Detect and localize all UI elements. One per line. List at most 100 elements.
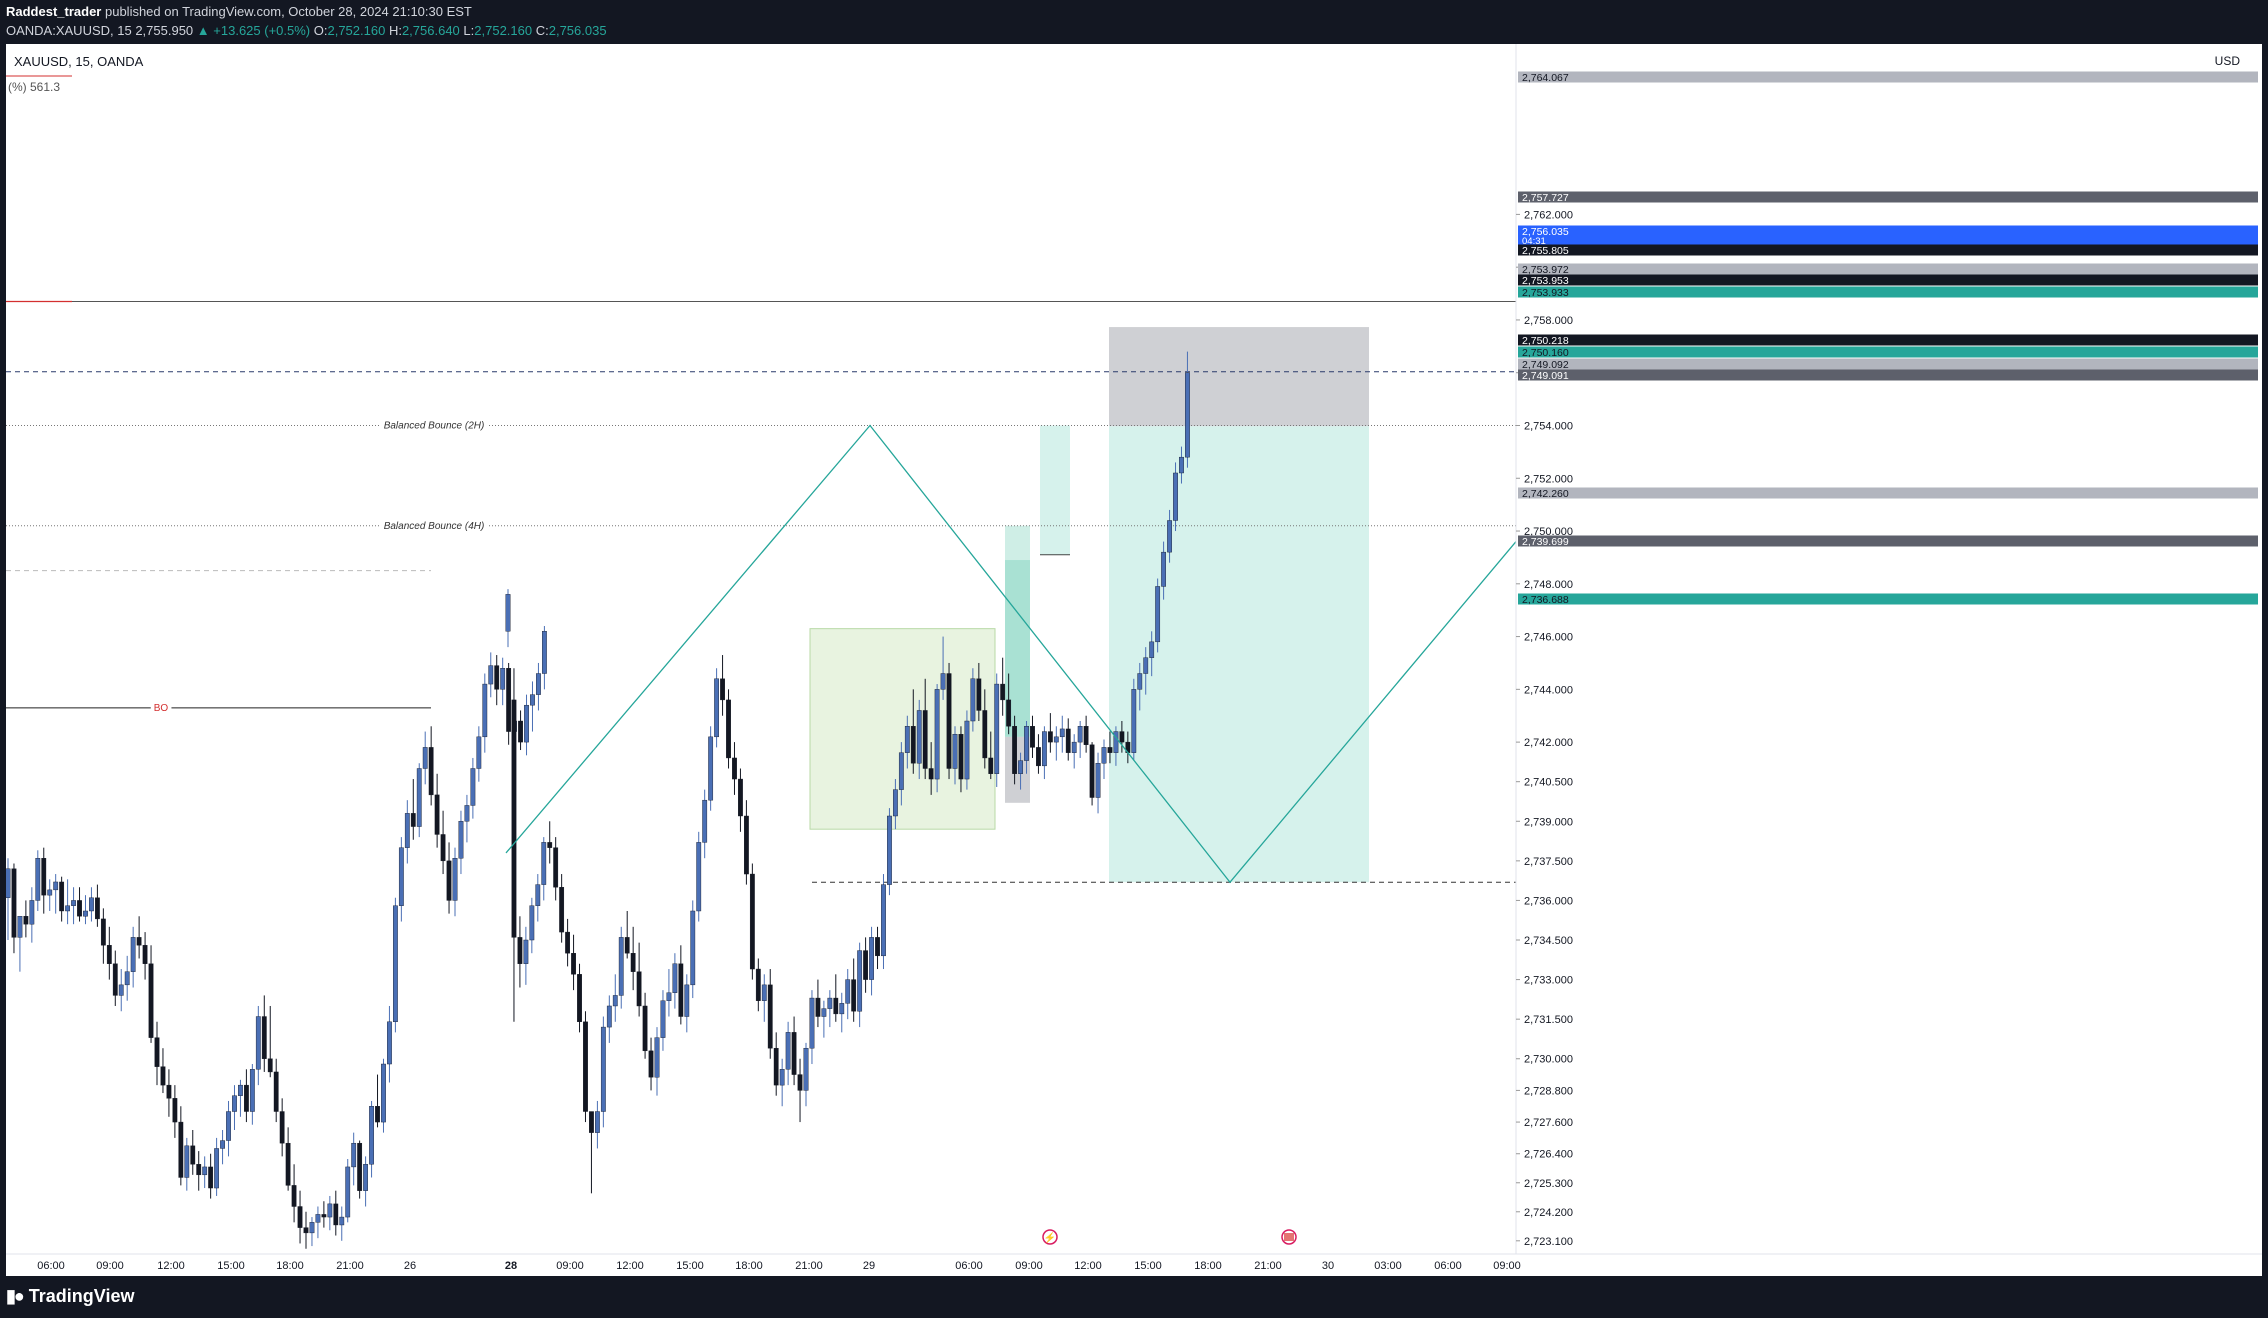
candle-body (11, 868, 17, 938)
price-label: 2,742.260 (1522, 488, 1569, 500)
candle-body (946, 673, 952, 769)
x-tick-label: 15:00 (217, 1260, 245, 1272)
candle-body (898, 752, 904, 790)
candle-body (47, 889, 53, 896)
candle-body (363, 1164, 368, 1191)
candle-body (863, 950, 869, 980)
candle-body (994, 683, 1000, 774)
candle-body (500, 668, 506, 690)
candle-body (428, 747, 434, 796)
chart-symbol-legend[interactable]: XAUUSD, 15, OANDA (14, 54, 144, 69)
price-label-bg (1518, 191, 2258, 203)
candle-body (29, 900, 35, 925)
candle-body (571, 953, 576, 975)
candle-body (1143, 657, 1149, 674)
balanced-bounce-4h-label: Balanced Bounce (4H) (384, 521, 485, 532)
candles-layer (5, 351, 1190, 1249)
candle-body (1107, 747, 1113, 753)
candle-body (393, 905, 398, 1023)
x-tick-label: 30 (1322, 1260, 1334, 1272)
axis-layer: 2,723.100 2,724.200 2,725.300 2,726.400 2,72… (6, 44, 2262, 1276)
tradingview-logo[interactable]: ▮● TradingView (6, 1286, 134, 1307)
candle-body (333, 1203, 339, 1226)
x-tick-label: 28 (505, 1260, 517, 1272)
chart-area[interactable]: Balanced Bounce (2H) Balanced Bounce (4H)… (5, 44, 2262, 1276)
y-tick-label: 2,733.000 (1524, 975, 1573, 987)
candle-body (226, 1111, 231, 1141)
x-tick-label: 21:00 (795, 1260, 823, 1272)
x-tick-label: 18:00 (1194, 1260, 1222, 1272)
candle-body (524, 704, 529, 743)
candle-body (612, 995, 618, 1007)
candle-body (184, 1145, 190, 1178)
price-label-bg (1518, 274, 2258, 286)
candle-body (238, 1084, 243, 1096)
price-label: 2,756.035 (1522, 226, 1569, 238)
candle-body (779, 1069, 785, 1086)
candle-body (297, 1206, 303, 1228)
candle-body (744, 815, 749, 875)
candle-body (273, 1071, 279, 1112)
price-label: 2,739.699 (1522, 536, 1569, 548)
candle-body (536, 673, 541, 695)
x-tick-label: 12:00 (1074, 1260, 1102, 1272)
candle-body (303, 1227, 309, 1234)
candle-body (1119, 731, 1125, 743)
candle-body (976, 678, 982, 711)
candle-body (291, 1185, 297, 1207)
candle-body (732, 757, 737, 780)
candle-body (118, 984, 124, 996)
candle-body (446, 860, 452, 901)
candle-body (696, 842, 702, 912)
candle-body (1101, 747, 1107, 764)
candle-body (791, 1032, 797, 1075)
candle-body (1059, 728, 1065, 738)
open-label: O: (313, 23, 328, 38)
consolidation-range-box (809, 628, 996, 830)
candle-body (65, 905, 71, 912)
candle-body (440, 834, 446, 862)
candle-body (136, 937, 142, 946)
price-chart[interactable]: Balanced Bounce (2H) Balanced Bounce (4H)… (5, 44, 2262, 1276)
candle-body (59, 881, 65, 912)
candle-body (577, 974, 582, 1023)
currency-label[interactable]: USD (2214, 54, 2240, 68)
candle-body (17, 916, 23, 938)
candle-body (934, 689, 940, 780)
candle-body (1000, 683, 1006, 701)
y-tick-label: 2,746.000 (1524, 632, 1573, 644)
candle-body (166, 1084, 172, 1099)
candle-body (148, 963, 154, 1038)
candle-body (749, 873, 755, 970)
candle-body (94, 897, 100, 920)
price-label: 2,753.933 (1522, 287, 1569, 299)
candle-body (827, 997, 833, 1009)
candle-body (845, 979, 851, 1004)
y-tick-label: 2,752.000 (1524, 473, 1573, 485)
candle-body (1149, 641, 1155, 658)
price-label-bg (1518, 334, 2258, 346)
candle-body (130, 937, 136, 972)
publisher-name[interactable]: Raddest_trader (6, 4, 102, 19)
candle-body (232, 1095, 237, 1112)
candle-body (684, 984, 690, 1017)
candle-body (369, 1106, 374, 1165)
candle-body (482, 683, 488, 738)
x-tick-label: 29 (863, 1260, 875, 1272)
candle-body (1113, 731, 1119, 753)
candle-body (559, 887, 565, 933)
candle-body (357, 1142, 363, 1191)
candle-body (678, 963, 684, 1017)
candle-body (154, 1037, 160, 1067)
candle-body (387, 1021, 392, 1065)
candle-body (928, 768, 934, 780)
entry-zone-small (1040, 425, 1070, 555)
lightning-icon-glyph: ⚡ (1044, 1231, 1056, 1244)
y-tick-label: 2,731.500 (1524, 1014, 1573, 1026)
candle-body (339, 1216, 345, 1226)
open-value: 2,752.160 (327, 23, 386, 38)
candle-body (267, 1058, 273, 1073)
candle-body (726, 699, 731, 759)
price-label-bg (1518, 369, 2258, 381)
candle-body (1185, 372, 1190, 458)
